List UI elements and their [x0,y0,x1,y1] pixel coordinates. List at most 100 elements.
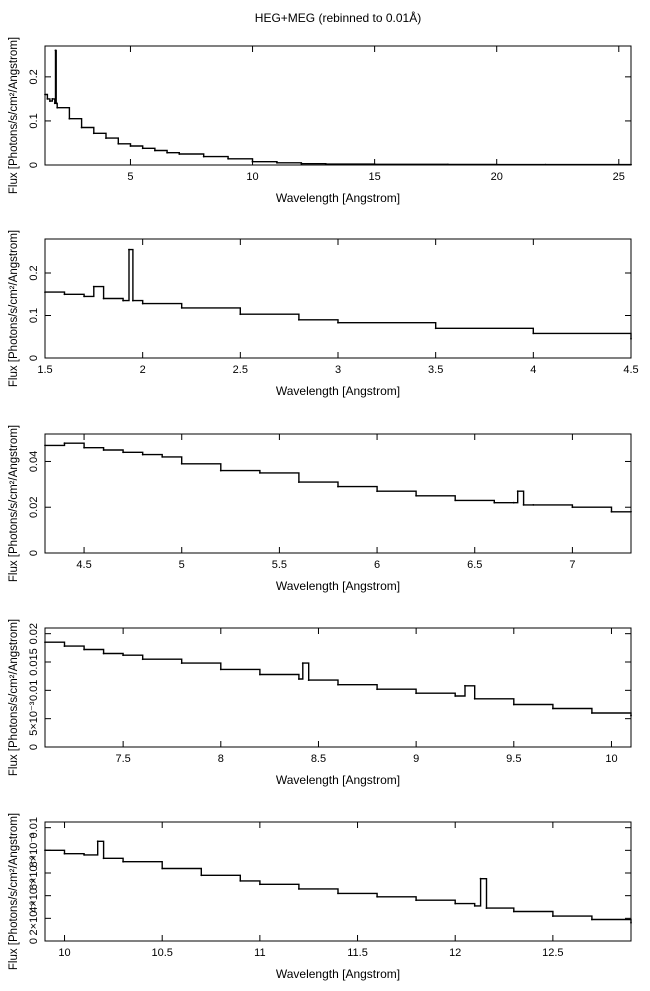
y-tick-label: 0 [28,355,40,361]
data-point [610,510,613,513]
data-point [251,160,254,163]
flux-series-line [45,49,631,166]
data-point [337,485,339,488]
plot-frame [44,45,632,166]
panel-4: 7.5 8 8.5 9 9.5 10 0 5×10⁻³0.01 0.015 0.02 Wavelen… [8,619,632,787]
y-tick-label: 8×10⁻³ [28,833,40,868]
data-point [132,299,134,302]
data-point [307,679,310,681]
data-point [376,688,378,691]
data-point [102,857,105,860]
data-point [630,510,632,513]
y-tick-label: 0 [28,162,40,168]
data-point [337,321,339,324]
data-point [516,490,519,493]
data-point [44,444,46,447]
data-point [300,162,303,165]
data-point [83,854,85,856]
data-point [154,149,156,152]
x-tick-label: 12 [449,947,461,959]
data-point [102,297,105,300]
data-point [55,102,58,105]
data-point [591,712,593,714]
y-tick-label: 2×10⁻³ [28,901,40,936]
data-point [324,163,327,166]
data-point [485,907,488,909]
data-point [479,877,482,880]
x-axis-label: Wavelength [Angstrom] [276,773,400,787]
data-point [493,501,496,504]
panel-1: 5 10 15 20 25 0 0.1 0.2 Wavelength [Angstrom] Flu… [8,37,632,205]
y-axis-label: Flux [Photons/s/cm²/Angstrom] [8,813,20,970]
data-point [141,147,144,150]
data-point [219,469,222,472]
plot-frame [44,433,632,554]
data-point [92,132,95,135]
data-point [83,446,85,449]
data-point [178,153,181,155]
data-point [49,100,51,102]
data-point [80,126,83,129]
data-point [298,888,300,890]
data-point [454,499,457,502]
y-tick-label: 0.1 [28,308,40,323]
data-point [96,840,99,843]
data-point [122,299,124,302]
data-point [117,142,120,145]
data-point [161,456,164,458]
y-tick-label: 0.02 [28,623,40,644]
y-tick-label: 0 [28,938,40,944]
data-point [141,453,144,456]
data-point [63,852,66,855]
data-point [298,318,300,321]
data-point [415,494,417,497]
x-tick-label: 2.5 [233,364,248,376]
data-point [276,161,278,164]
data-point [105,137,107,140]
data-point [161,867,164,870]
data-point [202,155,205,158]
data-point [617,163,620,166]
x-tick-label: 7.5 [115,753,130,765]
data-point [552,915,554,917]
x-tick-label: 10 [58,947,70,959]
data-point [473,697,476,700]
data-point [512,703,515,706]
y-tick-label: 0.015 [28,648,40,676]
x-tick-label: 6.5 [467,559,482,571]
flux-series-line [45,248,632,339]
x-axis-label: Wavelength [Angstrom] [276,191,400,205]
x-tick-label: 15 [369,171,381,183]
data-point [56,106,59,109]
x-axis-label: Wavelength [Angstrom] [276,579,400,593]
data-point [544,163,547,166]
data-point [51,98,54,100]
data-point [128,248,130,251]
data-point [122,654,124,657]
x-tick-label: 1.5 [37,364,52,376]
data-point [552,707,554,710]
y-tick-label: 6×10⁻³ [28,856,40,891]
x-tick-label: 3 [335,364,341,376]
data-point [166,151,169,154]
data-point [512,501,515,504]
data-point [141,658,144,661]
data-point [298,481,300,483]
data-point [53,102,56,105]
data-point [227,157,230,160]
x-tick-label: 10.5 [151,947,172,959]
y-tick-label: 0.02 [28,497,40,518]
data-point [464,684,466,687]
figure-title: HEG+MEG (rebinned to 0.01Å) [255,10,421,25]
x-tick-label: 9.5 [506,753,521,765]
data-point [454,902,457,905]
data-point [630,922,632,924]
data-point [298,678,300,680]
y-tick-label: 0 [28,550,40,556]
x-tick-label: 8.5 [311,753,326,765]
x-tick-label: 11 [254,947,265,959]
x-tick-label: 4 [530,364,536,376]
data-point [239,880,242,882]
data-point [259,883,261,886]
data-point [44,849,46,852]
